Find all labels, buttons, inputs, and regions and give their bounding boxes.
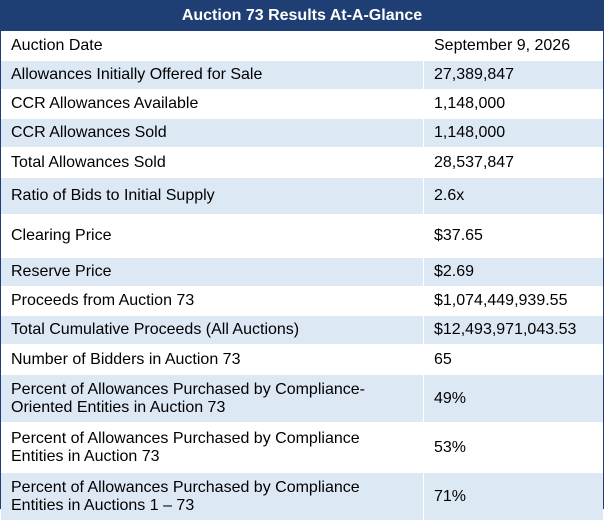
row-value: 53% xyxy=(423,423,603,472)
table-row: CCR Allowances Available 1,148,000 xyxy=(1,89,603,118)
table-row: Percent of Allowances Purchased by Compl… xyxy=(1,374,603,422)
table-row: Percent of Allowances Purchased by Compl… xyxy=(1,422,603,472)
row-value: September 9, 2026 xyxy=(423,32,603,60)
table-row: Clearing Price $37.65 xyxy=(1,214,603,257)
table-row: Auction Date September 9, 2026 xyxy=(1,31,603,60)
table-row: Total Cumulative Proceeds (All Auctions)… xyxy=(1,315,603,344)
row-label: Number of Bidders in Auction 73 xyxy=(11,350,241,368)
table-row: Reserve Price $2.69 xyxy=(1,257,603,286)
row-label: Percent of Allowances Purchased by Compl… xyxy=(11,429,360,465)
row-value: $2.69 xyxy=(423,258,603,286)
row-label: Percent of Allowances Purchased by Compl… xyxy=(11,478,360,514)
table-row: Percent of Allowances Purchased by Compl… xyxy=(1,472,603,520)
row-label: Allowances Initially Offered for Sale xyxy=(11,66,263,83)
row-value: 1,148,000 xyxy=(423,119,603,147)
table-row: Ratio of Bids to Initial Supply 2.6x xyxy=(1,177,603,214)
row-value: 49% xyxy=(423,375,603,422)
row-label: Ratio of Bids to Initial Supply xyxy=(11,187,215,204)
row-label: Reserve Price xyxy=(11,263,112,280)
row-label: Total Allowances Sold xyxy=(11,153,166,171)
row-value: $12,493,971,043.53 xyxy=(423,316,603,344)
table-title: Auction 73 Results At-A-Glance xyxy=(1,1,603,31)
row-value: 27,389,847 xyxy=(423,61,603,89)
row-value: 2.6x xyxy=(423,178,603,214)
row-label: Total Cumulative Proceeds (All Auctions) xyxy=(11,321,300,338)
row-label: Proceeds from Auction 73 xyxy=(11,292,195,309)
table-row: Number of Bidders in Auction 73 65 xyxy=(1,344,603,374)
table-row: Allowances Initially Offered for Sale 27… xyxy=(1,60,603,89)
row-label: CCR Allowances Available xyxy=(11,95,199,112)
table-row: Total Allowances Sold 28,537,847 xyxy=(1,147,603,177)
table-row: Proceeds from Auction 73 $1,074,449,939.… xyxy=(1,286,603,315)
row-label: CCR Allowances Sold xyxy=(11,124,167,141)
row-value: 65 xyxy=(423,345,603,374)
row-label: Clearing Price xyxy=(11,227,112,244)
table-body: Auction Date September 9, 2026 Allowance… xyxy=(1,31,603,520)
row-label: Auction Date xyxy=(11,37,103,54)
row-value: 28,537,847 xyxy=(423,148,603,177)
row-value: $1,074,449,939.55 xyxy=(423,287,603,315)
row-value: 71% xyxy=(423,473,603,520)
table-row: CCR Allowances Sold 1,148,000 xyxy=(1,118,603,147)
row-value: 1,148,000 xyxy=(423,90,603,118)
row-value: $37.65 xyxy=(423,215,603,257)
row-label: Percent of Allowances Purchased by Compl… xyxy=(11,380,365,416)
